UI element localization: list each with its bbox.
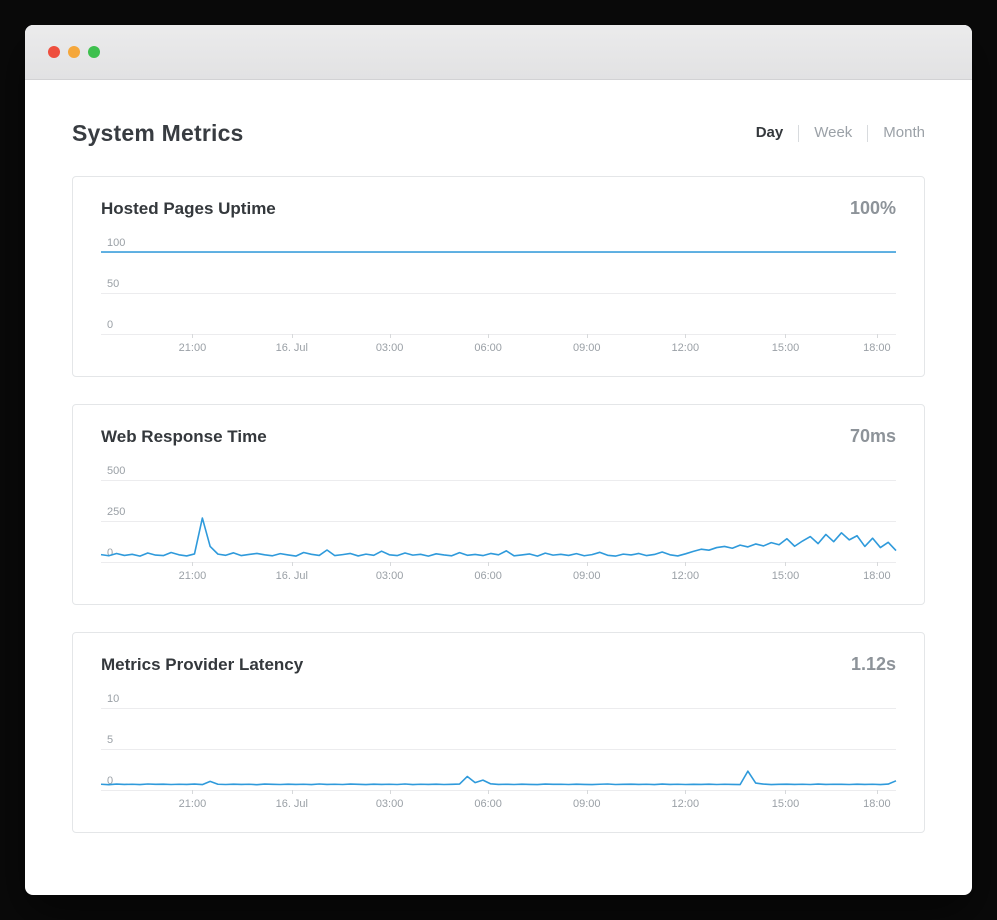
card-header: Web Response Time 70ms bbox=[101, 426, 896, 447]
x-axis-label: 06:00 bbox=[474, 798, 502, 810]
card-title: Metrics Provider Latency bbox=[101, 655, 304, 674]
x-axis-tick bbox=[488, 790, 490, 794]
x-axis-label: 12:00 bbox=[671, 570, 700, 582]
x-axis-label: 03:00 bbox=[375, 798, 404, 810]
x-axis-label: 09:00 bbox=[572, 798, 601, 810]
app-window: System Metrics Day Week Month Hosted Pag… bbox=[25, 25, 972, 895]
x-axis-tick bbox=[876, 790, 878, 794]
chart-series-line bbox=[101, 252, 896, 334]
metric-value: 70ms bbox=[849, 426, 896, 446]
x-axis-tick bbox=[192, 334, 194, 338]
x-axis-label: 16. Jul bbox=[275, 798, 309, 810]
x-axis-tick bbox=[192, 562, 194, 566]
x-axis-label: 09:00 bbox=[572, 342, 601, 354]
x-axis-label: 06:00 bbox=[474, 342, 502, 354]
x-axis-tick bbox=[876, 334, 878, 338]
gridline bbox=[101, 562, 896, 563]
x-axis-tick bbox=[785, 562, 787, 566]
y-axis-label: 100 bbox=[107, 237, 126, 249]
x-axis-label: 15:00 bbox=[771, 570, 800, 582]
tab-day[interactable]: Day bbox=[741, 123, 799, 143]
x-axis-tick bbox=[876, 562, 878, 566]
x-axis-tick bbox=[389, 334, 391, 338]
x-axis-label: 18:00 bbox=[863, 570, 891, 582]
x-axis-label: 03:00 bbox=[375, 342, 404, 354]
latency-chart: 0 5 10 21:00 16. Jul 03:00 06:00 09:00 12:00 15:0… bbox=[101, 694, 896, 816]
chart-series-line bbox=[101, 708, 896, 790]
x-axis-tick bbox=[685, 562, 687, 566]
metric-value: 1.12s bbox=[850, 654, 896, 674]
card-header: Metrics Provider Latency 1.12s bbox=[101, 654, 896, 675]
x-axis-label: 15:00 bbox=[771, 342, 800, 354]
x-axis-tick bbox=[586, 334, 588, 338]
y-axis-label: 10 bbox=[107, 693, 120, 705]
x-axis-tick bbox=[488, 562, 490, 566]
main-content: System Metrics Day Week Month Hosted Pag… bbox=[25, 80, 972, 833]
time-range-tabs: Day Week Month bbox=[741, 123, 925, 143]
x-axis-tick bbox=[291, 334, 293, 338]
x-axis-label: 16. Jul bbox=[275, 342, 309, 354]
close-button[interactable] bbox=[48, 46, 60, 58]
card-title: Hosted Pages Uptime bbox=[101, 199, 276, 218]
latency-card: Metrics Provider Latency 1.12s 0 5 10 21:00… bbox=[72, 632, 925, 833]
response-time-chart: 0 250 500 21:00 16. Jul 03:00 06:00 09:00 12:00 1… bbox=[101, 466, 896, 588]
y-axis-label: 500 bbox=[107, 465, 126, 477]
gridline bbox=[101, 790, 896, 791]
gridline bbox=[101, 334, 896, 335]
metric-value: 100% bbox=[849, 198, 896, 218]
uptime-chart: 0 50 100 21:00 16. Jul 03:00 06:00 09:00 12:00 15… bbox=[101, 238, 896, 360]
card-header: Hosted Pages Uptime 100% bbox=[101, 198, 896, 219]
x-axis-tick bbox=[785, 334, 787, 338]
x-axis-tick bbox=[389, 562, 391, 566]
x-axis-label: 18:00 bbox=[863, 342, 891, 354]
minimize-button[interactable] bbox=[68, 46, 80, 58]
response-time-card: Web Response Time 70ms 0 250 500 21:00 16. J… bbox=[72, 404, 925, 605]
uptime-card: Hosted Pages Uptime 100% 0 50 100 21:00 16. … bbox=[72, 176, 925, 377]
zoom-button[interactable] bbox=[88, 46, 100, 58]
x-axis-tick bbox=[785, 790, 787, 794]
x-axis-label: 12:00 bbox=[671, 798, 700, 810]
x-axis-label: 21:00 bbox=[178, 570, 207, 582]
page-header: System Metrics Day Week Month bbox=[72, 120, 925, 146]
x-axis-label: 16. Jul bbox=[275, 570, 309, 582]
window-titlebar[interactable] bbox=[25, 25, 972, 80]
x-axis-tick bbox=[685, 790, 687, 794]
tab-divider bbox=[867, 124, 869, 142]
x-axis-label: 21:00 bbox=[178, 798, 207, 810]
x-axis-tick bbox=[685, 334, 687, 338]
x-axis-tick bbox=[586, 790, 588, 794]
x-axis-tick bbox=[291, 562, 293, 566]
card-title: Web Response Time bbox=[101, 427, 267, 446]
x-axis-label: 15:00 bbox=[771, 798, 800, 810]
tab-week[interactable]: Week bbox=[799, 123, 867, 143]
x-axis-label: 06:00 bbox=[474, 570, 502, 582]
x-axis-label: 12:00 bbox=[671, 342, 700, 354]
x-axis-tick bbox=[192, 790, 194, 794]
x-axis-tick bbox=[488, 334, 490, 338]
x-axis-label: 21:00 bbox=[178, 342, 207, 354]
x-axis-label: 03:00 bbox=[375, 570, 404, 582]
x-axis-label: 09:00 bbox=[572, 570, 601, 582]
page-title: System Metrics bbox=[72, 120, 244, 146]
x-axis-tick bbox=[586, 562, 588, 566]
x-axis-tick bbox=[389, 790, 391, 794]
x-axis-tick bbox=[291, 790, 293, 794]
x-axis-label: 18:00 bbox=[863, 798, 891, 810]
tab-month[interactable]: Month bbox=[868, 123, 925, 143]
tab-divider bbox=[798, 124, 800, 142]
chart-series-line bbox=[101, 480, 896, 562]
